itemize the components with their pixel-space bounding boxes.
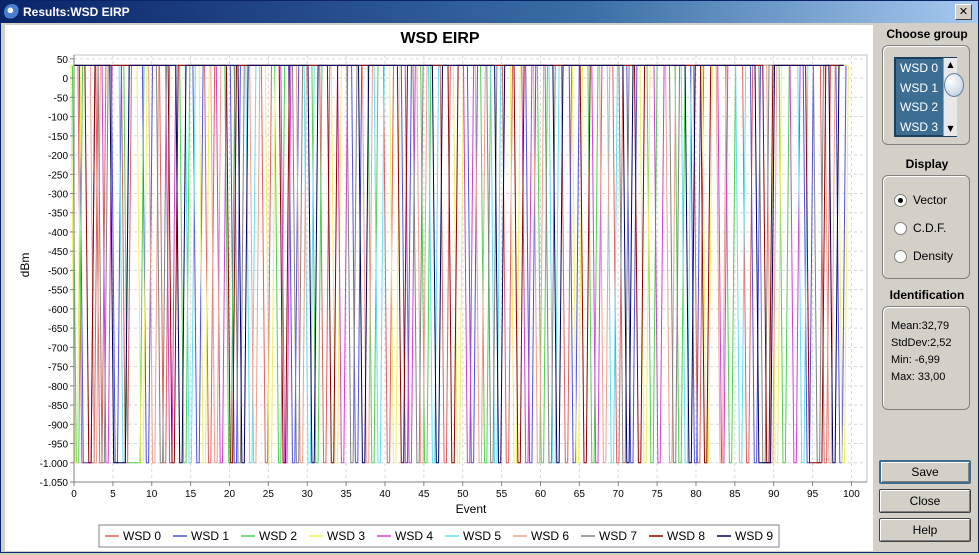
- y-tick-label: -100: [48, 113, 68, 124]
- y-tick-label: -350: [48, 209, 68, 220]
- x-tick-label: 90: [768, 489, 780, 500]
- stat-mean: Mean:32,79: [891, 320, 950, 332]
- stat-min: Min: -6,99: [891, 354, 940, 366]
- x-tick-label: 35: [341, 489, 353, 500]
- y-tick-label: -750: [48, 363, 68, 374]
- x-tick-label: 80: [690, 489, 702, 500]
- y-tick-label: -950: [48, 440, 68, 451]
- list-item[interactable]: WSD 3: [900, 119, 939, 134]
- y-tick-label: -700: [48, 343, 68, 354]
- axes: 500-50-100-150-200-250-300-350-400-450-5…: [40, 55, 867, 500]
- display-title: Display: [905, 157, 949, 171]
- y-tick-label: -450: [48, 247, 68, 258]
- window-title: Results:WSD EIRP: [23, 5, 130, 19]
- y-tick-label: -850: [48, 401, 68, 412]
- y-tick-label: -650: [48, 324, 68, 335]
- radio-checked-icon[interactable]: [894, 193, 907, 207]
- y-tick-label: -150: [48, 132, 68, 143]
- list-item[interactable]: WSD 1: [900, 80, 939, 95]
- radio-vector[interactable]: Vector: [894, 191, 947, 209]
- close-button[interactable]: Close: [879, 489, 971, 513]
- x-tick-label: 85: [729, 489, 741, 500]
- x-tick-label: 20: [224, 489, 236, 500]
- x-tick-label: 65: [574, 489, 586, 500]
- list-item[interactable]: WSD 2: [900, 100, 939, 114]
- legend-label: WSD 0: [123, 529, 161, 543]
- y-tick-label: -50: [54, 93, 69, 104]
- group-list-scrollbar[interactable]: ▲ ▼: [943, 58, 964, 136]
- radio-density[interactable]: Density: [894, 247, 953, 265]
- series-line-wsd-9: [74, 64, 844, 464]
- x-tick-label: 0: [71, 489, 77, 500]
- x-tick-label: 15: [185, 489, 197, 500]
- y-tick-label: -400: [48, 228, 68, 239]
- title-bar[interactable]: Results:WSD EIRP ✕: [1, 1, 978, 23]
- x-tick-label: 75: [652, 489, 664, 500]
- scroll-up-icon[interactable]: ▲: [947, 60, 954, 69]
- identification-box: [882, 306, 970, 410]
- x-tick-label: 95: [807, 489, 819, 500]
- y-tick-label: -300: [48, 189, 68, 200]
- help-button[interactable]: Help: [879, 518, 971, 542]
- y-tick-label: -500: [48, 266, 68, 277]
- identification-title: Identification: [889, 288, 965, 302]
- chart-title: WSD EIRP: [400, 30, 479, 47]
- save-button[interactable]: Save: [879, 460, 971, 484]
- legend-label: WSD 6: [531, 529, 569, 543]
- radio-label: Vector: [913, 193, 948, 207]
- x-tick-label: 55: [496, 489, 508, 500]
- radio-unchecked-icon[interactable]: [894, 249, 907, 263]
- x-tick-label: 100: [843, 489, 860, 500]
- legend-label: WSD 8: [667, 529, 705, 543]
- app-icon: [4, 4, 20, 20]
- chart-area: WSD EIRP 50 0 -50 -100 -150 -200 -250 -300 -350-…: [5, 25, 873, 551]
- scroll-thumb[interactable]: [944, 73, 964, 97]
- x-tick-label: 5: [110, 489, 116, 500]
- list-item[interactable]: WSD 0: [900, 61, 939, 75]
- x-tick-label: 45: [418, 489, 430, 500]
- x-tick-label: 70: [613, 489, 625, 500]
- legend: WSD 0 WSD 1 WSD 2 WSD 3 WSD 4 WSD 5 WSD 6 WSD 7…: [98, 524, 780, 548]
- x-tick-label: 60: [535, 489, 547, 500]
- y-tick-label: -250: [48, 170, 68, 181]
- stat-max: Max: 33,00: [891, 371, 946, 383]
- choose-group-title: Choose group: [886, 27, 968, 41]
- radio-unchecked-icon[interactable]: [894, 221, 907, 235]
- series-line-wsd-2: [71, 64, 844, 464]
- y-tick-label: -550: [48, 286, 68, 297]
- wsd-eirp-chart: WSD EIRP 500-50-100-150-200-250-300-350-…: [18, 30, 868, 548]
- y-tick-label: -200: [48, 151, 68, 162]
- y-tick-label: -900: [48, 420, 68, 431]
- radio-label: C.D.F.: [913, 221, 947, 235]
- legend-label: WSD 3: [327, 529, 365, 543]
- y-tick-label: 50: [57, 55, 69, 66]
- legend-label: WSD 2: [259, 529, 297, 543]
- y-tick-label: -1.050: [40, 478, 69, 489]
- right-panel: Choose group WSD 0 WSD 1 WSD 2 WSD 3 ▲ ▼…: [877, 25, 977, 551]
- x-tick-label: 50: [457, 489, 469, 500]
- y-axis-label: dBm: [18, 253, 32, 278]
- series-lines: [70, 64, 849, 464]
- y-tick-label: -800: [48, 382, 68, 393]
- legend-label: WSD 1: [191, 529, 229, 543]
- legend-box: [98, 524, 780, 548]
- x-tick-label: 30: [302, 489, 314, 500]
- radio-cdf[interactable]: C.D.F.: [894, 219, 946, 237]
- stat-stddev: StdDev:2,52: [891, 337, 952, 349]
- legend-label: WSD 5: [463, 529, 501, 543]
- scroll-down-icon[interactable]: ▼: [947, 124, 954, 133]
- legend-label: WSD 9: [735, 529, 773, 543]
- x-tick-label: 10: [146, 489, 158, 500]
- legend-label: WSD 7: [599, 529, 637, 543]
- close-window-button[interactable]: ✕: [955, 4, 972, 20]
- y-tick-label: -1.000: [40, 459, 69, 470]
- y-tick-label: 0: [62, 74, 68, 85]
- x-tick-label: 40: [379, 489, 391, 500]
- y-tick-label: -600: [48, 305, 68, 316]
- x-tick-label: 25: [263, 489, 275, 500]
- x-axis-label: Event: [456, 502, 487, 516]
- radio-label: Density: [913, 249, 954, 263]
- legend-label: WSD 4: [395, 529, 433, 543]
